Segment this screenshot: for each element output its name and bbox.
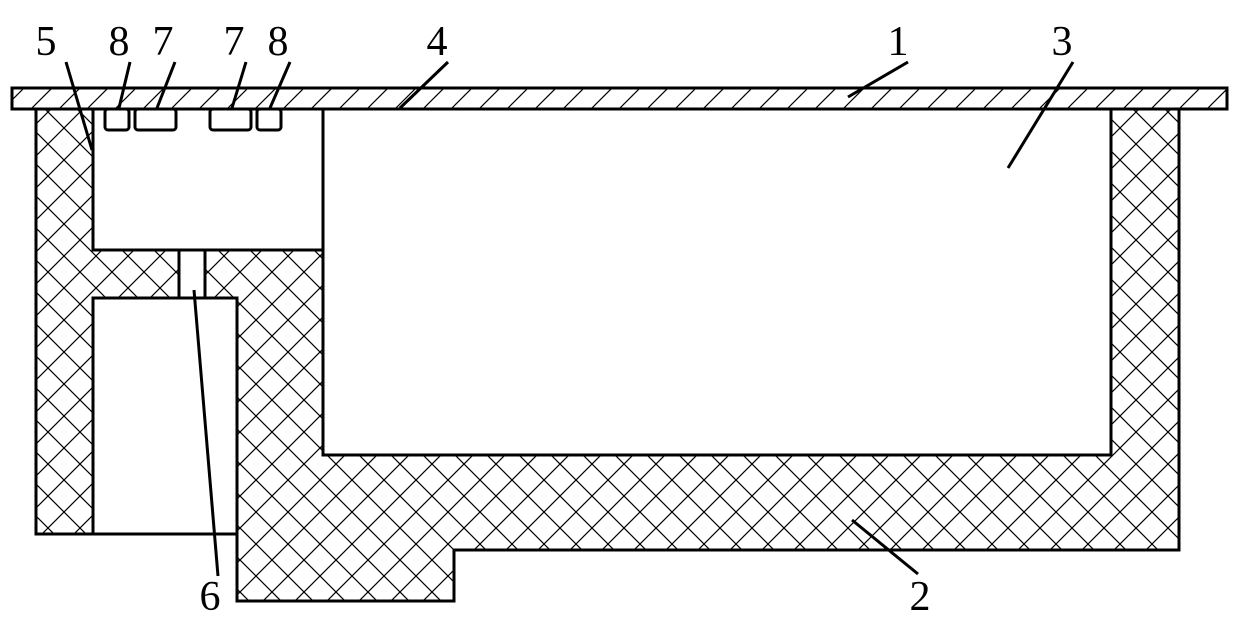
label-1-6: 1 [888,19,909,65]
base-body [36,109,1179,601]
label-8-1: 8 [109,19,130,65]
label-5-0: 5 [36,19,57,65]
component-r8a [105,109,129,130]
cavity-right-outline [323,109,1111,455]
label-8-4: 8 [268,19,289,65]
label-4-5: 4 [427,19,448,65]
cavity-lower-left-outline [93,298,237,534]
label-7-2: 7 [153,19,174,65]
label-2-9: 2 [910,574,931,619]
label-7-3: 7 [224,19,245,65]
label-6-8: 6 [200,574,221,619]
leader-line-7 [1008,62,1073,168]
label-3-7: 3 [1052,19,1073,65]
component-r7a [135,109,176,130]
component-r8b [257,109,281,130]
component-r7b [210,109,251,130]
